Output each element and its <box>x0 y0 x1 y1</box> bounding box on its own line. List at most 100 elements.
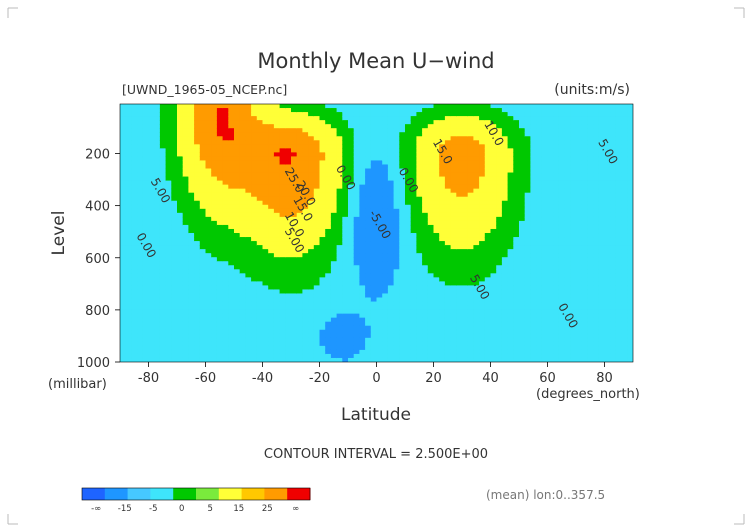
field-cell <box>177 124 184 129</box>
field-cell <box>131 337 138 343</box>
field-cell <box>387 233 395 238</box>
field-cell <box>148 108 155 113</box>
field-cell <box>427 180 435 186</box>
field-cell <box>131 313 138 319</box>
field-cell <box>501 237 509 242</box>
field-cell <box>245 128 252 133</box>
field-cell <box>302 200 309 206</box>
field-cell <box>530 273 537 278</box>
field-cell <box>199 180 207 186</box>
field-cell <box>427 108 435 113</box>
field-cell <box>120 224 127 230</box>
field-cell <box>137 188 144 194</box>
field-cell <box>348 261 355 266</box>
field-cell <box>279 245 286 250</box>
field-cell <box>433 357 440 362</box>
field-cell <box>405 184 412 190</box>
field-cell <box>547 120 554 125</box>
field-cell <box>256 245 264 250</box>
field-cell <box>353 337 360 343</box>
field-cell <box>228 293 235 299</box>
field-cell <box>382 321 389 327</box>
field-cell <box>353 321 360 327</box>
field-cell <box>365 353 372 359</box>
field-cell <box>319 168 326 174</box>
field-cell <box>501 136 509 141</box>
field-cell <box>228 285 235 291</box>
field-cell <box>501 321 509 327</box>
field-cell <box>285 309 292 315</box>
field-cell <box>422 265 429 270</box>
field-cell <box>376 277 383 282</box>
field-cell <box>182 216 189 222</box>
field-cell <box>228 104 235 109</box>
field-cell <box>159 132 167 137</box>
field-cell <box>228 116 235 121</box>
field-cell <box>291 216 298 222</box>
field-cell <box>547 357 554 362</box>
field-cell <box>154 349 161 355</box>
field-cell <box>490 200 497 206</box>
field-cell <box>519 224 526 230</box>
field-cell <box>541 188 549 194</box>
field-cell <box>410 325 417 331</box>
field-cell <box>359 241 366 246</box>
field-cell <box>262 313 269 319</box>
field-cell <box>205 337 212 343</box>
field-cell <box>359 220 366 226</box>
field-cell <box>422 108 429 113</box>
field-cell <box>387 180 395 186</box>
field-cell <box>171 329 178 335</box>
field-cell <box>524 273 531 278</box>
field-cell <box>479 281 486 287</box>
field-cell <box>422 180 429 186</box>
field-cell <box>553 224 560 230</box>
field-cell <box>125 204 132 210</box>
field-cell <box>302 104 309 109</box>
field-cell <box>313 148 321 153</box>
field-cell <box>524 152 531 158</box>
field-cell <box>456 148 463 153</box>
field-cell <box>524 192 531 198</box>
field-cell <box>462 273 469 278</box>
field-cell <box>228 228 235 234</box>
field-cell <box>251 180 258 186</box>
field-cell <box>296 321 303 327</box>
field-cell <box>496 325 503 331</box>
field-cell <box>484 345 492 351</box>
field-cell <box>342 176 349 182</box>
field-cell <box>416 168 423 174</box>
field-cell <box>405 305 412 311</box>
field-cell <box>177 285 184 291</box>
field-cell <box>387 152 395 158</box>
field-cell <box>336 289 343 295</box>
field-cell <box>513 329 520 335</box>
field-cell <box>541 241 549 246</box>
field-cell <box>285 168 292 174</box>
field-cell <box>142 228 150 234</box>
field-cell <box>285 249 292 254</box>
field-cell <box>228 220 235 226</box>
field-cell <box>159 104 167 109</box>
field-cell <box>285 208 292 214</box>
field-cell <box>319 120 326 125</box>
field-cell <box>479 353 486 359</box>
field-cell <box>308 325 315 331</box>
field-cell <box>387 269 395 274</box>
field-cell <box>450 297 457 303</box>
field-cell <box>524 237 531 242</box>
field-cell <box>507 104 514 109</box>
field-cell <box>507 116 514 121</box>
field-cell <box>353 345 360 351</box>
field-cell <box>245 168 252 174</box>
field-cell <box>541 265 549 270</box>
field-cell <box>462 204 469 210</box>
field-cell <box>558 196 566 202</box>
field-cell <box>370 124 378 129</box>
field-cell <box>222 176 229 182</box>
field-cell <box>524 357 531 362</box>
field-cell <box>365 220 372 226</box>
field-cell <box>285 265 292 270</box>
field-cell <box>558 228 566 234</box>
field-cell <box>553 337 560 343</box>
